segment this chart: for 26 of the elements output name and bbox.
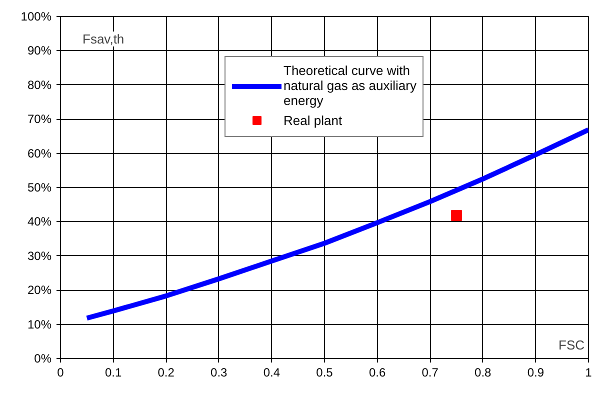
legend-label: Real plant [284,112,342,128]
y-axis-title: Fsav,th [82,32,124,46]
y-tick-label: 90% [27,44,52,58]
y-tick-label: 10% [27,317,52,332]
x-tick-label: 0.2 [158,366,175,380]
legend-label: Theoretical curve with natural gas as auxiliary energy [284,63,416,108]
y-tick-label: 40% [27,214,52,229]
y-tick-label: 20% [27,283,52,298]
y-tick-label: 80% [27,78,52,92]
x-tick-label: 0 [57,366,64,380]
x-axis-title: FSC [558,338,584,352]
y-tick-label: 70% [27,112,52,126]
y-tick-label: 60% [27,146,52,160]
x-tick-label: 0.3 [210,366,228,380]
x-tick-label: 1 [585,366,592,380]
y-tick-label: 0% [34,352,52,366]
x-tick-label: 0.1 [104,366,122,380]
x-tick-label: 0.7 [422,366,439,380]
y-tick-label: 50% [27,180,52,194]
x-tick-label: 0.6 [368,366,386,380]
x-tick-label: 0.9 [527,366,544,380]
y-tick-label: 30% [27,248,52,263]
y-tick-label: 100% [20,10,52,24]
x-tick-label: 0.5 [316,366,334,380]
x-tick-label: 0.4 [263,366,280,380]
x-tick-label: 0.8 [474,366,492,380]
